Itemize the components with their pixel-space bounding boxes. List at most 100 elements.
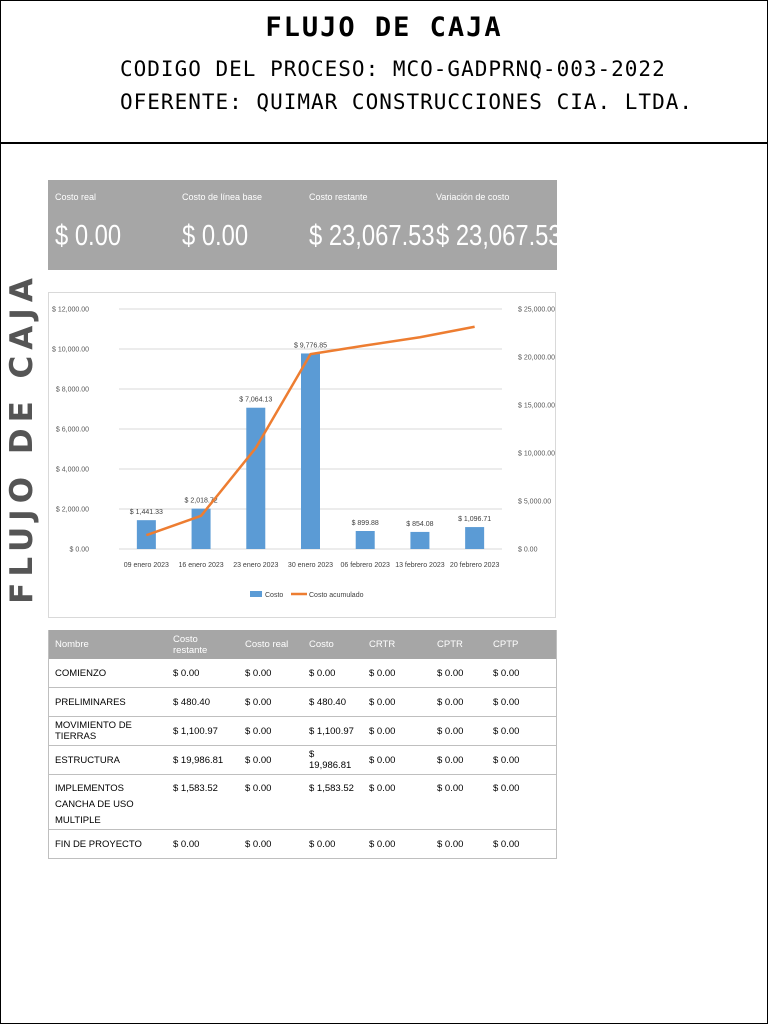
y-tick-label-right: $ 0.00 — [518, 547, 538, 554]
bar — [465, 527, 485, 549]
table-cell: $ 0.00 — [167, 829, 239, 859]
y-tick-label-left: $ 0.00 — [70, 547, 90, 554]
table-cell: $ 19,986.81 — [303, 745, 363, 775]
table-cell: $ 0.00 — [363, 659, 431, 688]
kpi-cost-variance: Variación de costo $ 23,067.53 — [429, 180, 562, 270]
kpi-value: $ 0.00 — [55, 220, 122, 252]
table-cell: $ 0.00 — [431, 745, 487, 775]
column-header: Nombre — [48, 630, 167, 659]
table-cell: $ 0.00 — [363, 716, 431, 746]
y-tick-label-right: $ 15,000.00 — [518, 403, 555, 410]
x-tick-label: 20 febrero 2023 — [450, 562, 500, 569]
table-row: ESTRUCTURA $ 19,986.81 $ 0.00 $ 19,986.8… — [48, 745, 557, 775]
table-cell: $ 480.40 — [303, 687, 363, 717]
table-cell: $ 0.00 — [167, 659, 239, 688]
kpi-baseline-cost: Costo de línea base $ 0.00 — [175, 180, 302, 270]
kpi-value: $ 0.00 — [182, 220, 249, 252]
table-row: MOVIMIENTO DE TIERRAS $ 1,100.97 $ 0.00 … — [48, 716, 557, 746]
kpi-actual-cost: Costo real $ 0.00 — [48, 180, 175, 270]
table-cell: $ 0.00 — [363, 829, 431, 859]
cost-table: Nombre Costo restante Costo real Costo C… — [48, 630, 557, 859]
legend-swatch-costo — [250, 591, 262, 597]
table-cell: $ 0.00 — [239, 659, 303, 688]
data-label: $ 1,441.33 — [130, 509, 163, 516]
table-cell: MOVIMIENTO DE TIERRAS — [48, 716, 167, 746]
table-cell: $ 0.00 — [363, 687, 431, 717]
x-tick-label: 23 enero 2023 — [233, 562, 278, 569]
table-cell: $ 1,100.97 — [167, 716, 239, 746]
kpi-value: $ 23,067.53 — [436, 220, 562, 252]
data-label: $ 854.08 — [406, 521, 433, 528]
column-header: Costo real — [239, 630, 303, 659]
table-cell: $ 0.00 — [487, 716, 557, 746]
legend-label: Costo — [265, 592, 283, 599]
y-tick-label-right: $ 20,000.00 — [518, 355, 555, 362]
table-cell: $ 0.00 — [239, 774, 303, 830]
side-title: FLUJO DE CAJA — [4, 272, 40, 604]
table-cell: $ 0.00 — [239, 716, 303, 746]
legend-label: Costo acumulado — [309, 592, 364, 599]
table-cell: $ 480.40 — [167, 687, 239, 717]
table-row: PRELIMINARES $ 480.40 $ 0.00 $ 480.40 $ … — [48, 687, 557, 717]
kpi-panel: Costo real $ 0.00 Costo de línea base $ … — [48, 180, 562, 270]
y-tick-label-left: $ 6,000.00 — [56, 427, 89, 434]
table-row: COMIENZO $ 0.00 $ 0.00 $ 0.00 $ 0.00 $ 0… — [48, 659, 557, 688]
table-cell: ESTRUCTURA — [48, 745, 167, 775]
kpi-label: Variación de costo — [436, 192, 510, 202]
x-tick-label: 16 enero 2023 — [178, 562, 223, 569]
table-cell: $ 0.00 — [303, 829, 363, 859]
x-tick-label: 30 enero 2023 — [288, 562, 333, 569]
table-cell: $ 19,986.81 — [167, 745, 239, 775]
table-cell: $ 0.00 — [239, 745, 303, 775]
y-tick-label-right: $ 5,000.00 — [518, 499, 551, 506]
table-cell: FIN DE PROYECTO — [48, 829, 167, 859]
y-tick-label-left: $ 4,000.00 — [56, 467, 89, 474]
y-tick-label-right: $ 25,000.00 — [518, 307, 555, 314]
column-header: CRTR — [363, 630, 431, 659]
table-cell: $ 0.00 — [239, 829, 303, 859]
table-cell: $ 0.00 — [487, 829, 557, 859]
table-cell: $ 1,100.97 — [303, 716, 363, 746]
column-header: Costo restante — [167, 630, 239, 659]
table-cell: $ 0.00 — [431, 659, 487, 688]
table-cell: $ 0.00 — [431, 829, 487, 859]
data-label: $ 2,018.72 — [185, 498, 218, 505]
x-tick-label: 09 enero 2023 — [124, 562, 169, 569]
table-cell: $ 0.00 — [431, 716, 487, 746]
bar — [410, 531, 430, 549]
table-cell: $ 0.00 — [487, 687, 557, 717]
kpi-value: $ 23,067.53 — [309, 220, 435, 252]
table-header-row: Nombre Costo restante Costo real Costo C… — [48, 630, 557, 659]
table-cell: $ 0.00 — [363, 745, 431, 775]
table-cell: $ 1,583.52 — [167, 774, 239, 830]
data-label: $ 9,776.85 — [294, 342, 327, 349]
table-cell: $ 0.00 — [239, 687, 303, 717]
data-label: $ 1,096.71 — [458, 516, 491, 523]
bar — [301, 353, 320, 549]
kpi-remaining-cost: Costo restante $ 23,067.53 — [302, 180, 435, 270]
y-tick-label-right: $ 10,000.00 — [518, 451, 555, 458]
column-header: CPTP — [487, 630, 557, 659]
page-title: FLUJO DE CAJA — [265, 12, 503, 43]
data-label: $ 7,064.13 — [239, 397, 272, 404]
table-cell: IMPLEMENTOS CANCHA DE USO MULTIPLE — [48, 774, 167, 830]
table-cell: $ 0.00 — [487, 774, 557, 830]
y-tick-label-left: $ 10,000.00 — [52, 347, 89, 354]
table-cell: $ 0.00 — [487, 659, 557, 688]
kpi-label: Costo real — [55, 192, 97, 202]
cash-flow-chart: $ 0.00 $ 2,000.00 $ 4,000.00 $ 6,000.00 $ 8,… — [48, 292, 556, 618]
table-cell: $ 0.00 — [303, 659, 363, 688]
table-cell: $ 0.00 — [431, 774, 487, 830]
kpi-label: Costo restante — [309, 192, 368, 202]
table-cell: $ 0.00 — [487, 745, 557, 775]
kpi-label: Costo de línea base — [182, 192, 263, 202]
bar — [355, 531, 375, 549]
x-tick-label: 06 febrero 2023 — [340, 562, 390, 569]
table-cell: $ 0.00 — [431, 687, 487, 717]
table-cell: $ 0.00 — [363, 774, 431, 830]
table-row: FIN DE PROYECTO $ 0.00 $ 0.00 $ 0.00 $ 0… — [48, 829, 557, 859]
y-tick-label-left: $ 2,000.00 — [56, 507, 89, 514]
chart-svg: $ 0.00 $ 2,000.00 $ 4,000.00 $ 6,000.00 $ 8,… — [52, 307, 555, 600]
y-tick-label-left: $ 12,000.00 — [52, 307, 89, 314]
table-cell: $ 1,583.52 — [303, 774, 363, 830]
